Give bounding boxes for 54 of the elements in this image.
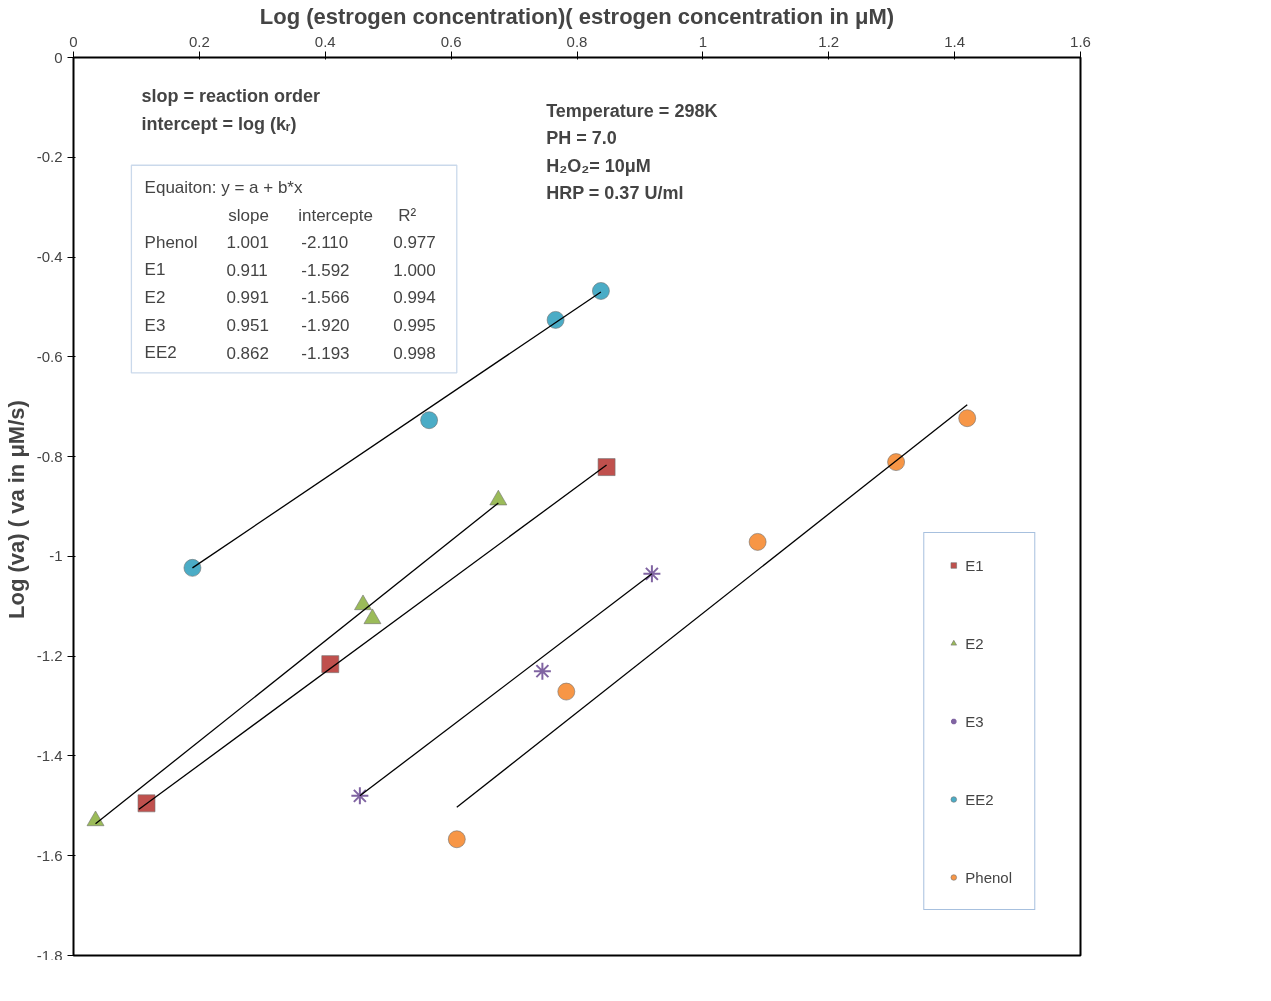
point [748, 533, 767, 551]
x-tick-label: 0 [69, 32, 78, 50]
x-tick-label: 0.8 [566, 32, 588, 50]
annotation: Equaiton: y = a + b*x [144, 178, 303, 198]
legend-label: E3 [965, 712, 985, 730]
legend-label: EE2 [965, 790, 994, 808]
point [321, 655, 340, 673]
point [958, 409, 977, 427]
y-tick-label: -0.6 [36, 347, 63, 365]
point [137, 794, 156, 813]
point [597, 458, 616, 476]
x-tick-label: 0.4 [314, 32, 336, 50]
text: slope intercepte R² [228, 205, 417, 225]
text: EE2 0.862 -1.193 0.998 [144, 343, 436, 363]
annotation: Temperature = 298K [546, 100, 718, 121]
text: Phenol 1.001 -2.110 0.977 [144, 232, 436, 253]
y-tick-label: -1 [49, 547, 63, 565]
x-tick-label: 1.2 [818, 32, 840, 50]
point [183, 559, 202, 577]
y-tick-label: -0.4 [36, 248, 63, 266]
legend-label: Phenol [965, 868, 1012, 886]
point [350, 786, 370, 806]
y-tick-label: -1.8 [36, 946, 63, 964]
annotation: intercept = log (kᵣ) [141, 113, 297, 134]
x-tick-label: 1 [698, 32, 708, 50]
legend-label: E2 [965, 634, 985, 652]
point [887, 453, 905, 471]
legend-label: E1 [965, 556, 985, 574]
y-tick-label: 0 [54, 48, 63, 66]
text: E1 0.911 -1.592 1.000 [144, 260, 436, 280]
point [420, 411, 438, 429]
point [592, 282, 610, 300]
annotation: H₂O₂= 10μM [546, 155, 651, 176]
y-tick-label: -1.4 [36, 746, 63, 764]
text: E3 0.951 -1.920 0.995 [144, 315, 436, 336]
point [532, 661, 552, 681]
point [546, 311, 565, 329]
x-axis-title: Log (estrogen concentration)( estrogen concentration in μM) [259, 3, 895, 29]
point [642, 564, 662, 584]
x-tick-label: 1.6 [1070, 32, 1091, 50]
annotation: HRP = 0.37 U/ml [546, 183, 684, 204]
annotation: PH = 7.0 [546, 128, 617, 149]
y-tick-label: -1.2 [36, 647, 63, 665]
text: E2 0.991 -1.566 0.994 [144, 287, 436, 308]
y-tick-label: -0.2 [36, 148, 63, 166]
x-tick-label: 0.2 [188, 32, 210, 50]
y-tick-label: -0.8 [36, 447, 63, 465]
y-tick-label: -1.6 [36, 846, 63, 864]
x-tick-label: 0.6 [440, 32, 462, 50]
annotation: slop = reaction order [141, 86, 321, 107]
point [447, 830, 466, 849]
y-axis-title: Log (va) ( va in μM/s) [3, 400, 29, 619]
point [557, 682, 576, 701]
x-tick-label: 1.4 [944, 32, 966, 50]
